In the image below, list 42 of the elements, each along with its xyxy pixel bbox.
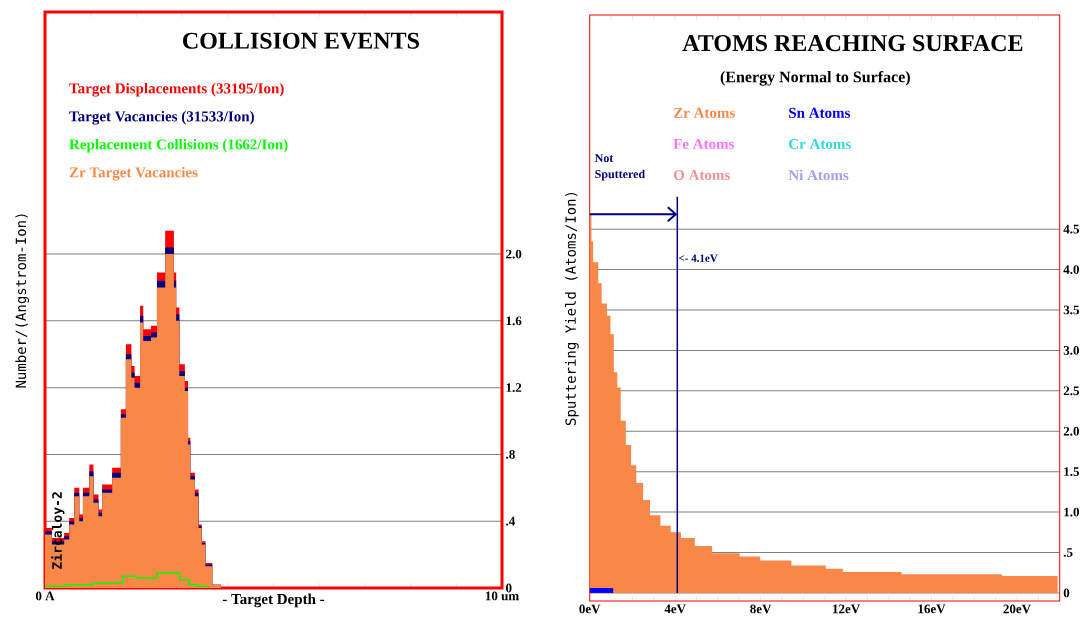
y-axis-title: Number/(Angstrom-Ion) [15,214,29,388]
text: ATOMS REACHING SURFACE [682,35,1023,52]
text: Target Vacancies (31533/Ion) [69,110,254,125]
x-tick-label: 0 A [35,591,55,601]
y-tick-label: 0 [506,583,512,593]
y-tick-label: 2.0 [506,249,522,259]
y-tick-label: 1.5 [1064,467,1080,477]
text: Target Displacements (33195/Ion) [69,82,284,97]
x-tick-label: 16eV [918,604,946,614]
text: (Energy Normal to Surface) [720,70,910,86]
x-tick-label: 0eV [579,604,601,614]
text: Sn Atoms [789,107,851,118]
legend-label: Fe Atoms [673,138,735,149]
text: Zr Atoms [673,107,735,118]
y-tick-label: 0 [1063,588,1070,598]
text: Replacement Collisions (1662/Ion) [69,138,288,153]
y-tick-label: 4.5 [1063,224,1080,234]
y-tick-label: .4 [506,516,516,526]
y-tick-label: 2.5 [1063,386,1080,396]
text: Zr Target Vacancies [69,166,198,181]
x-tick-label: 4eV [664,604,686,614]
y-tick-label: 1.6 [506,316,522,326]
legend-label: Cr Atoms [789,138,851,149]
legend-label: Ni Atoms [788,169,849,181]
annotation: Not Sputtered [594,154,645,181]
x-axis-title: - Target Depth - [222,593,325,608]
text: COLLISION EVENTS [183,32,419,49]
annotation: Zircaloy-2 [51,492,65,569]
ref-line-label: <- 4.1eV [679,254,718,262]
legend-label: O Atoms [673,169,730,180]
y-tick-label: .8 [506,450,515,459]
y-tick-label: 2.0 [1063,426,1079,436]
y-tick-label: .5 [1063,548,1073,557]
y-tick-label: 3.5 [1063,305,1080,315]
x-tick-label: 12eV [833,604,860,614]
y-tick-label: 3.0 [1063,346,1079,355]
y-tick-label: 4.0 [1063,265,1079,275]
y-axis-title: Sputtering Yield (Atoms/Ion) [564,192,579,426]
x-tick-label: 20eV [1003,604,1031,614]
x-tick-label: 8eV [750,604,772,614]
y-tick-label: 1.2 [506,383,522,393]
y-tick-label: 1.0 [1064,507,1079,517]
